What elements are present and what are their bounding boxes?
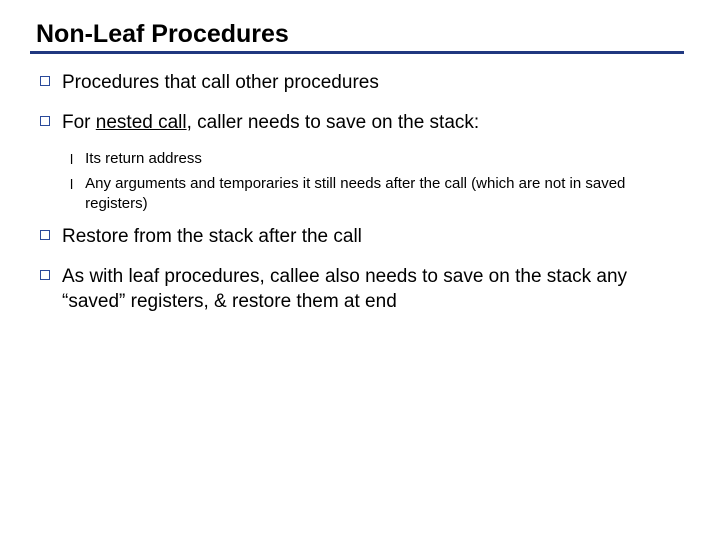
square-bullet-icon xyxy=(40,270,50,280)
text-segment: For xyxy=(62,112,96,133)
sub-bullet-item: l Any arguments and temporaries it still… xyxy=(70,174,684,215)
sub-bullet-icon: l xyxy=(70,175,73,194)
sub-bullet-item: l Its return address xyxy=(70,149,684,169)
text-segment: , caller needs to save on the stack: xyxy=(187,112,480,133)
bullet-item: Procedures that call other procedures xyxy=(40,70,684,96)
sub-bullet-text: Any arguments and temporaries it still n… xyxy=(85,174,684,215)
sub-bullet-text: Its return address xyxy=(85,149,202,169)
bullet-text: For nested call, caller needs to save on… xyxy=(62,110,684,136)
bullet-item: For nested call, caller needs to save on… xyxy=(40,110,684,136)
slide-title: Non-Leaf Procedures xyxy=(36,20,684,49)
bullet-item: As with leaf procedures, callee also nee… xyxy=(40,264,684,315)
sub-bullet-list: l Its return address l Any arguments and… xyxy=(40,149,684,214)
underlined-text: nested call xyxy=(96,112,187,133)
bullet-list: Procedures that call other procedures Fo… xyxy=(36,70,684,315)
square-bullet-icon xyxy=(40,116,50,126)
square-bullet-icon xyxy=(40,230,50,240)
bullet-text: Restore from the stack after the call xyxy=(62,224,684,250)
sub-list-container: l Its return address l Any arguments and… xyxy=(40,149,684,214)
bullet-text: As with leaf procedures, callee also nee… xyxy=(62,264,684,315)
bullet-item: Restore from the stack after the call xyxy=(40,224,684,250)
title-rule: Non-Leaf Procedures xyxy=(30,20,684,54)
bullet-text: Procedures that call other procedures xyxy=(62,70,684,96)
square-bullet-icon xyxy=(40,76,50,86)
sub-bullet-icon: l xyxy=(70,150,73,169)
slide: Non-Leaf Procedures Procedures that call… xyxy=(0,0,720,540)
